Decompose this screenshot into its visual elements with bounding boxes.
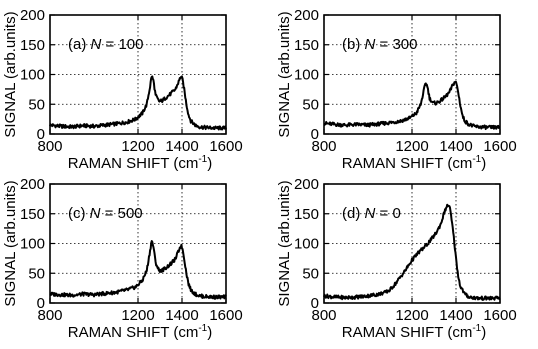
x-tick-label: 1400 (439, 307, 472, 324)
x-tick-label: 1200 (395, 138, 428, 155)
y-axis-title: SIGNAL (arb.units) (2, 11, 19, 137)
panel-label: (b) N = 300 (342, 36, 417, 53)
x-tick-label: 1600 (483, 138, 516, 155)
y-tick-label: 150 (20, 37, 45, 54)
y-tick-label: 50 (302, 265, 319, 282)
x-tick-label: 1600 (209, 138, 242, 155)
spectrum-series-line (49, 240, 227, 300)
x-tick-label: 800 (37, 307, 62, 324)
x-axis-title: RAMAN SHIFT (cm-1) (68, 323, 212, 341)
panel-label: (a) N = 100 (68, 36, 143, 53)
x-tick-label: 1400 (165, 307, 198, 324)
y-axis-title: SIGNAL (arb.units) (2, 180, 19, 306)
panel-a: 800 1200 1400 1600 0 50 100 150 200 (a) N = 100 RA… (2, 7, 243, 172)
y-tick-label: 100 (20, 236, 45, 253)
y-tick-label: 150 (294, 37, 319, 54)
panel-label: (c) N = 500 (68, 205, 143, 222)
panel-b: 800 1200 1400 1600 0 50 100 150 200 (b) N = 300 RA… (276, 7, 517, 172)
x-tick-label: 1200 (121, 307, 154, 324)
y-tick-label: 200 (20, 176, 45, 193)
x-tick-label: 800 (311, 138, 336, 155)
x-tick-label: 1200 (395, 307, 428, 324)
x-tick-label: 1400 (439, 138, 472, 155)
y-tick-label: 50 (28, 96, 45, 113)
y-tick-label: 150 (294, 206, 319, 223)
x-axis-title: RAMAN SHIFT (cm-1) (68, 154, 212, 172)
panel-c: 800 1200 1400 1600 0 50 100 150 200 (c) N = 500 RA… (2, 176, 243, 341)
panel-label: (d) N = 0 (342, 205, 401, 222)
x-tick-label: 1200 (121, 138, 154, 155)
x-tick-label: 1600 (483, 307, 516, 324)
y-axis-title: SIGNAL (arb.units) (276, 11, 293, 137)
y-tick-label: 0 (37, 295, 45, 312)
y-tick-label: 100 (294, 236, 319, 253)
y-tick-label: 200 (294, 7, 319, 24)
panel-d: 800 1200 1400 1600 0 50 100 150 200 (d) N = 0 RAMA… (276, 176, 517, 341)
x-axis-title: RAMAN SHIFT (cm-1) (342, 154, 486, 172)
plot-frame (323, 14, 501, 135)
y-tick-label: 100 (20, 67, 45, 84)
x-axis-title: RAMAN SHIFT (cm-1) (342, 323, 486, 341)
y-tick-label: 200 (294, 176, 319, 193)
plot-frame (323, 183, 501, 304)
y-tick-label: 0 (311, 295, 319, 312)
spectrum-series-line (323, 80, 501, 131)
x-tick-label: 800 (37, 138, 62, 155)
plot-frame (49, 14, 227, 135)
y-tick-label: 200 (20, 7, 45, 24)
y-tick-label: 0 (37, 126, 45, 143)
spectrum-series-line (49, 75, 227, 131)
y-tick-label: 150 (20, 206, 45, 223)
x-tick-label: 800 (311, 307, 336, 324)
y-tick-label: 50 (302, 96, 319, 113)
x-tick-label: 1600 (209, 307, 242, 324)
y-axis-title: SIGNAL (arb.units) (276, 180, 293, 306)
plot-frame (49, 183, 227, 304)
spectrum-series-line (323, 203, 501, 301)
x-tick-label: 1400 (165, 138, 198, 155)
y-tick-label: 50 (28, 265, 45, 282)
y-tick-label: 100 (294, 67, 319, 84)
y-tick-label: 0 (311, 126, 319, 143)
